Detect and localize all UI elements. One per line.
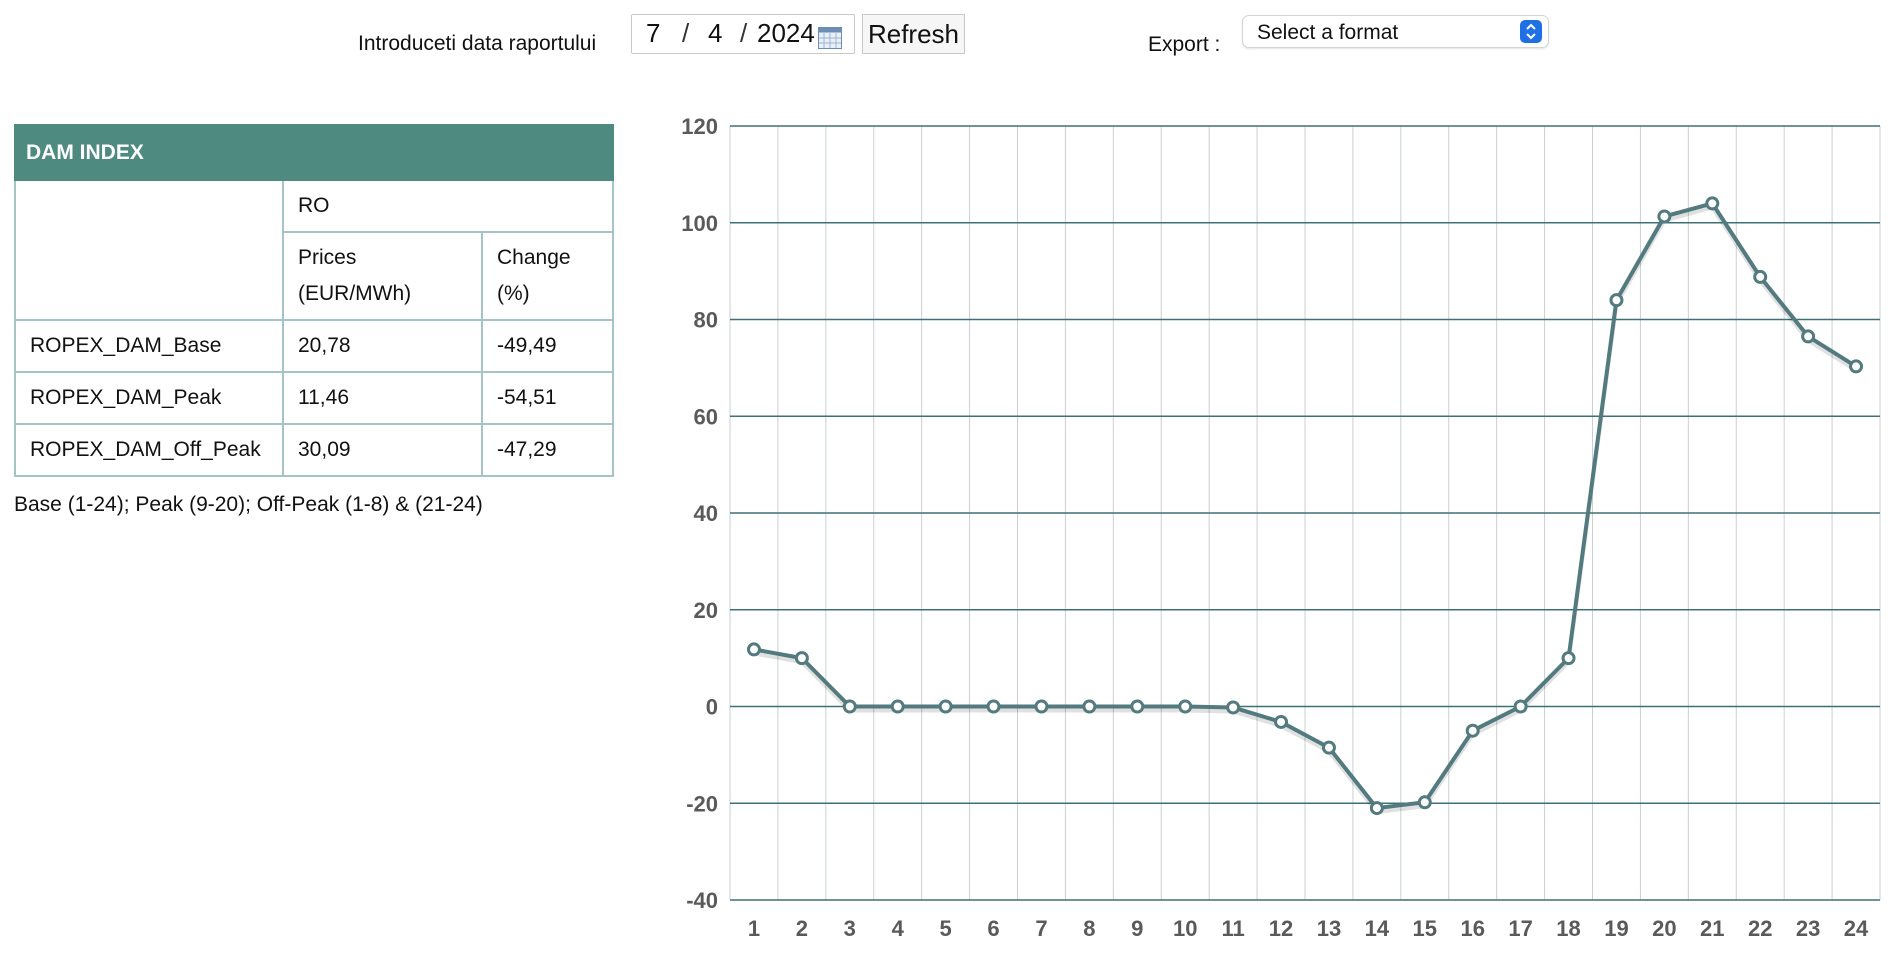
data-point (1321, 740, 1336, 755)
series-line (753, 201, 1858, 811)
index-hours-note: Base (1-24); Peak (9-20); Off-Peak (1-8)… (14, 493, 483, 516)
date-year[interactable]: 2024 (757, 18, 815, 48)
data-point (1513, 699, 1528, 714)
x-tick-label: 14 (1365, 916, 1390, 941)
date-month[interactable]: 4 (708, 18, 723, 48)
change-header-line1: Change (497, 246, 571, 269)
x-tick-label: 18 (1556, 916, 1580, 941)
y-tick-label: 80 (694, 308, 718, 333)
region-header: RO (282, 179, 614, 233)
data-point (1226, 700, 1241, 715)
index-name: ROPEX_DAM_Base (14, 319, 284, 373)
date-separator: / (682, 18, 690, 48)
index-change: -47,29 (481, 423, 614, 477)
x-tick-label: 17 (1508, 916, 1532, 941)
data-point (1561, 651, 1576, 666)
x-tick-label: 10 (1173, 916, 1197, 941)
x-tick-label: 7 (1035, 916, 1047, 941)
data-point (1274, 714, 1289, 729)
x-tick-label: 2 (796, 916, 808, 941)
index-price: 20,78 (282, 319, 483, 373)
x-tick-label: 1 (748, 916, 760, 941)
x-tick-label: 20 (1652, 916, 1676, 941)
change-header-line2: (%) (497, 282, 530, 305)
data-point (1849, 359, 1864, 374)
x-tick-label: 15 (1413, 916, 1437, 941)
date-label: Introduceti data raportului (358, 32, 597, 55)
date-input[interactable]: 7 / 4 / 2024 (631, 14, 855, 54)
y-tick-label: -40 (686, 888, 718, 913)
export-label: Export : (1148, 33, 1221, 56)
y-tick-label: 120 (681, 114, 718, 139)
index-change: -49,49 (481, 319, 614, 373)
empty-corner-cell (14, 179, 284, 321)
x-tick-label: 22 (1748, 916, 1772, 941)
x-tick-label: 4 (892, 916, 905, 941)
y-tick-label: 100 (681, 211, 718, 236)
x-tick-label: 9 (1131, 916, 1143, 941)
y-tick-label: 60 (694, 404, 718, 429)
report-toolbar: Introduceti data raportului 7 / 4 / 2024… (0, 0, 1891, 70)
data-point (746, 642, 761, 657)
table-row: ROPEX_DAM_Peak 11,46 -54,51 (14, 371, 614, 425)
data-point (1130, 699, 1145, 714)
x-tick-label: 13 (1317, 916, 1341, 941)
index-change: -54,51 (481, 371, 614, 425)
data-point (1417, 795, 1432, 810)
data-point (1801, 329, 1816, 344)
prices-header: Prices (EUR/MWh) (282, 231, 483, 321)
table-title: DAM INDEX (14, 124, 614, 181)
x-tick-label: 19 (1604, 916, 1628, 941)
index-name: ROPEX_DAM_Peak (14, 371, 284, 425)
series-line-shadow (753, 205, 1858, 815)
x-tick-label: 6 (987, 916, 999, 941)
data-point (1178, 699, 1193, 714)
x-tick-label: 12 (1269, 916, 1293, 941)
x-tick-label: 23 (1796, 916, 1820, 941)
data-point (890, 699, 905, 714)
data-point (1369, 801, 1384, 816)
x-tick-label: 8 (1083, 916, 1095, 941)
date-separator: / (740, 18, 748, 48)
x-tick-label: 24 (1844, 916, 1869, 941)
x-tick-label: 16 (1460, 916, 1484, 941)
dam-index-table: DAM INDEX RO Prices (EUR/MWh) Change (%)… (14, 124, 614, 477)
y-tick-label: 20 (694, 598, 718, 623)
data-point (1034, 699, 1049, 714)
data-point (986, 699, 1001, 714)
prices-header-line2: (EUR/MWh) (298, 282, 412, 305)
change-header: Change (%) (481, 231, 614, 321)
data-point (1082, 699, 1097, 714)
x-tick-label: 5 (940, 916, 952, 941)
y-tick-label: 0 (706, 695, 718, 720)
data-point (1657, 209, 1672, 224)
y-tick-label: -20 (686, 791, 718, 816)
data-point (842, 699, 857, 714)
prices-header-line1: Prices (298, 246, 357, 269)
calendar-icon[interactable] (818, 27, 842, 49)
table-row: ROPEX_DAM_Base 20,78 -49,49 (14, 319, 614, 373)
data-point (1705, 196, 1720, 211)
refresh-button[interactable]: Refresh (862, 14, 965, 54)
date-day[interactable]: 7 (646, 18, 661, 48)
export-format-value: Select a format (1257, 21, 1399, 44)
up-down-chevron-icon (1520, 20, 1542, 43)
x-tick-label: 3 (844, 916, 856, 941)
data-point (938, 699, 953, 714)
x-tick-label: 11 (1221, 916, 1244, 941)
x-tick-label: 21 (1700, 916, 1724, 941)
data-point (1609, 293, 1624, 308)
table-row: ROPEX_DAM_Off_Peak 30,09 -47,29 (14, 423, 614, 477)
export-format-select[interactable]: Select a format (1242, 15, 1549, 48)
data-point (794, 651, 809, 666)
index-name: ROPEX_DAM_Off_Peak (14, 423, 284, 477)
index-price: 30,09 (282, 423, 483, 477)
data-point (1465, 723, 1480, 738)
data-point (1753, 269, 1768, 284)
y-tick-label: 40 (694, 501, 718, 526)
index-price: 11,46 (282, 371, 483, 425)
